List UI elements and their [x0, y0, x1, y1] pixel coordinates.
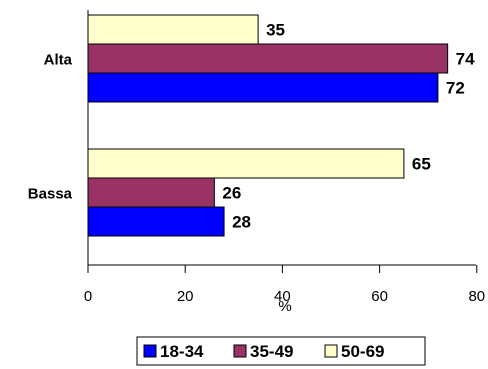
legend-swatch	[233, 344, 247, 358]
bar-bassa-50-69	[87, 148, 405, 179]
legend-swatch	[324, 344, 338, 358]
x-tick-label: 20	[177, 288, 194, 305]
data-label: 72	[446, 79, 465, 98]
x-tick-label: 0	[84, 288, 92, 305]
bars-layer: 35 74 72 65 26 28	[87, 14, 475, 237]
bar-alta-50-69	[87, 14, 259, 45]
x-tick-label: 60	[371, 288, 388, 305]
legend-label: 18-34	[160, 342, 204, 361]
bar-bassa-35-49	[87, 177, 215, 208]
x-ticks: 0 20 40 60 80	[84, 265, 485, 305]
data-label: 26	[222, 184, 241, 203]
data-label: 35	[266, 21, 285, 40]
category-label: Alta	[44, 52, 73, 69]
category-labels: Alta Bassa	[28, 52, 73, 203]
legend-label: 50-69	[341, 342, 384, 361]
data-label: 28	[232, 213, 251, 232]
x-tick-label: 40	[274, 288, 291, 305]
x-tick-label: 80	[468, 288, 485, 305]
category-label: Bassa	[28, 186, 73, 203]
bar-alta-18-34	[87, 72, 439, 103]
legend: 18-34 35-49 50-69	[136, 336, 426, 366]
legend-box	[136, 336, 426, 366]
data-label: 74	[456, 50, 475, 69]
data-label: 65	[412, 155, 431, 174]
x-axis-title: %	[278, 298, 291, 315]
legend-label: 35-49	[250, 342, 293, 361]
legend-swatch	[143, 344, 157, 358]
bar-alta-35-49	[87, 43, 449, 74]
bar-bassa-18-34	[87, 206, 225, 237]
